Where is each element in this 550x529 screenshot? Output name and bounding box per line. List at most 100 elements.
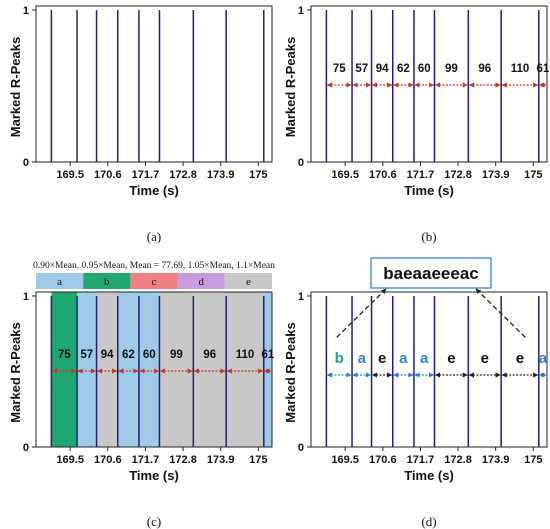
threshold-header: 0.90×Mean, 0.95×Mean, Mean = 77.69, 1.05… [33, 261, 275, 271]
rr-interval-value: 94 [101, 349, 114, 361]
x-tick-label: 172.8 [444, 454, 472, 466]
rr-interval-value: 110 [511, 63, 530, 75]
y-axis-label: Marked R-Peaks [8, 37, 23, 137]
class-band-e [96, 292, 118, 447]
symbol-label: a [539, 350, 548, 367]
x-tick-label: 173.9 [482, 169, 510, 181]
symbol-label: b [335, 350, 344, 367]
y-tick-label: 1 [23, 291, 29, 303]
panel-b: 0 1 169.5 170.6 171.7 172.8 173.9 175 Time (s) Ma… [283, 5, 550, 244]
legend-label: d [198, 276, 204, 288]
legend-swatch-c [130, 273, 178, 289]
x-axis-label: Time (s) [404, 183, 454, 198]
class-band-e [193, 292, 227, 447]
legend-swatch-a [36, 273, 84, 289]
x-tick-label: 175 [524, 169, 542, 181]
x-tick-label: 175 [249, 169, 267, 181]
panel-d: 0 1 169.5 170.6 171.7 172.8 173.9 175 Time (s) Ma… [283, 257, 548, 529]
legend-label: c [152, 276, 157, 288]
x-tick-label: 171.7 [132, 169, 160, 181]
symbol-sequence: baeaaeeeac [383, 264, 478, 283]
plot-frame [310, 291, 548, 448]
x-tick-label: 170.6 [369, 169, 397, 181]
plot-frame [310, 5, 548, 163]
plot-frame [35, 5, 273, 163]
x-tick-label: 171.7 [132, 454, 160, 466]
rr-interval-value: 61 [536, 63, 549, 75]
x-tick-label: 169.5 [331, 454, 359, 466]
class-band-e [159, 292, 194, 447]
rr-interval-value: 60 [143, 349, 156, 361]
rr-interval-value: 57 [355, 63, 368, 75]
class-band-a [117, 292, 139, 447]
x-tick-label: 175 [249, 454, 267, 466]
legend-label: b [104, 276, 110, 288]
y-axis-label: Marked R-Peaks [283, 37, 298, 137]
panel-c: 0 1 169.5 170.6 171.7 172.8 173.9 175 Time (s) Ma… [8, 261, 275, 529]
x-axis-label: Time (s) [129, 183, 179, 198]
x-axis-label: Time (s) [129, 468, 179, 483]
x-tick-label: 171.7 [407, 169, 435, 181]
y-axis-label: Marked R-Peaks [8, 322, 23, 422]
legend-swatch-b [83, 273, 131, 289]
panel-caption: (d) [421, 514, 436, 529]
symbol-label: e [378, 350, 386, 367]
x-tick-label: 171.7 [407, 454, 435, 466]
x-tick-label: 169.5 [331, 169, 359, 181]
symbol-label: a [358, 350, 367, 367]
rr-interval-value: 94 [376, 63, 389, 75]
class-band-b [51, 292, 78, 447]
symbol-label: e [447, 350, 455, 367]
legend-label: a [57, 276, 62, 288]
panel-caption: (a) [147, 229, 161, 244]
y-tick-label: 0 [23, 442, 29, 454]
rr-interval-value: 99 [445, 63, 458, 75]
symbol-label: a [399, 350, 408, 367]
class-band-a [77, 292, 97, 447]
y-tick-label: 0 [23, 157, 29, 169]
legend-swatch-d [177, 273, 225, 289]
x-tick-label: 169.5 [56, 454, 84, 466]
legend-swatch-e [224, 273, 272, 289]
y-axis-label: Marked R-Peaks [283, 322, 298, 422]
x-tick-label: 170.6 [94, 454, 122, 466]
rr-interval-value: 60 [418, 63, 431, 75]
x-tick-label: 172.8 [169, 169, 197, 181]
panel-caption: (b) [421, 229, 436, 244]
rr-interval-value: 110 [236, 349, 255, 361]
legend-label: e [246, 276, 251, 288]
x-tick-label: 170.6 [94, 169, 122, 181]
x-tick-label: 169.5 [56, 169, 84, 181]
rr-interval-value: 57 [80, 349, 93, 361]
x-tick-label: 173.9 [207, 169, 235, 181]
sequence-pointer-left [335, 288, 387, 339]
x-tick-label: 170.6 [369, 454, 397, 466]
rr-interval-value: 62 [122, 349, 135, 361]
rr-interval-value: 96 [203, 349, 216, 361]
symbol-label: a [420, 350, 429, 367]
rr-interval-value: 61 [261, 349, 274, 361]
x-tick-label: 173.9 [482, 454, 510, 466]
rr-interval-value: 75 [58, 349, 71, 361]
x-tick-label: 172.8 [444, 169, 472, 181]
y-tick-label: 0 [298, 157, 304, 169]
x-axis-label: Time (s) [404, 468, 454, 483]
rr-interval-value: 62 [397, 63, 410, 75]
sequence-pointer-right [475, 288, 527, 339]
rr-interval-value: 96 [478, 63, 491, 75]
class-band-a [263, 292, 272, 447]
y-tick-label: 0 [298, 442, 304, 454]
x-tick-label: 175 [524, 454, 542, 466]
panel-caption: (c) [147, 514, 161, 529]
rr-interval-value: 99 [170, 349, 183, 361]
x-tick-label: 173.9 [207, 454, 235, 466]
sequence-box [370, 257, 492, 289]
x-tick-label: 172.8 [169, 454, 197, 466]
symbol-label: e [516, 350, 524, 367]
class-band-a [138, 292, 160, 447]
class-band-e [226, 292, 264, 447]
rr-interval-value: 75 [333, 63, 346, 75]
panel-a: 0 1 169.5 170.6 171.7 172.8 173.9 175 Time (s) Ma… [8, 5, 273, 244]
symbol-label: e [481, 350, 489, 367]
